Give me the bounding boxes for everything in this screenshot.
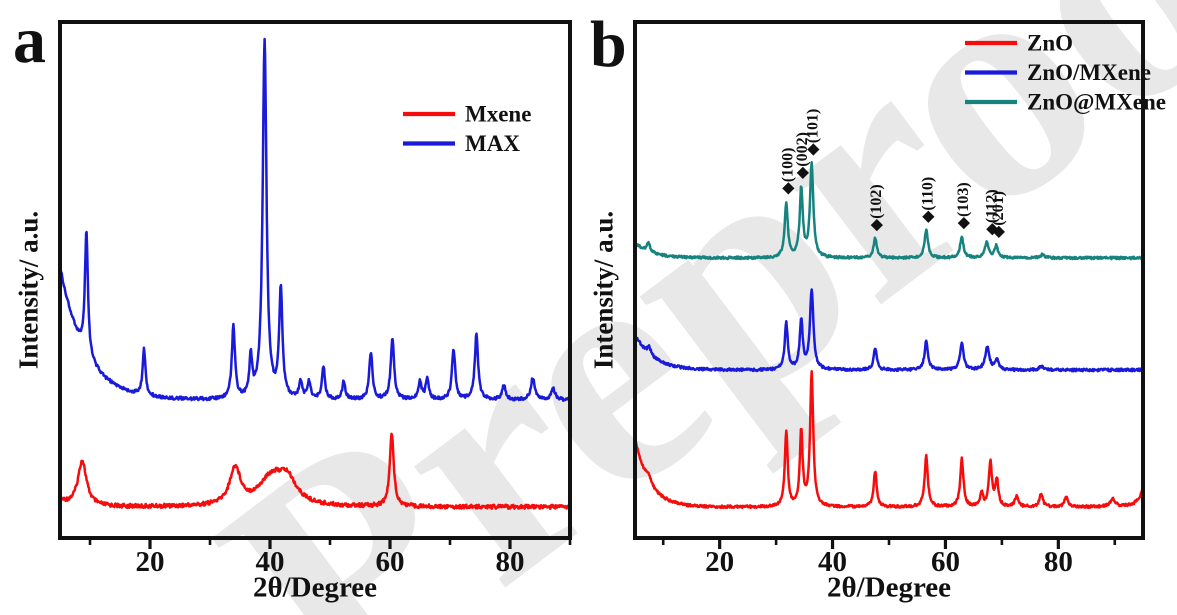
tick-label: 80 (1044, 546, 1073, 578)
peak-label-101: ◆(101) (805, 109, 822, 156)
panel-b-y-axis-title: Intensity/ a.u. (588, 210, 619, 370)
legend-label: ZnO/MXene (1027, 60, 1151, 85)
legend: Mxene MAX (403, 102, 531, 156)
curves-group (62, 37, 568, 511)
curves-group (637, 160, 1141, 510)
x-axis-ticks: 20 40 60 80 (88, 538, 572, 578)
tick-label: 60 (931, 546, 960, 578)
xrd-curve-max (62, 37, 568, 402)
tick-label: 20 (136, 546, 165, 578)
xrd-curve-zno-mxene (637, 288, 1141, 373)
xrd-curve-zno (637, 370, 1141, 510)
xrd-curve-mxene (62, 432, 568, 511)
plot-frame (58, 20, 572, 540)
legend-label: MAX (465, 131, 520, 156)
legend-label: ZnO@MXene (1027, 90, 1166, 116)
legend-label: Mxene (465, 102, 531, 127)
legend: ZnO ZnO/MXene ZnO@MXene (965, 31, 1166, 116)
peak-label-110: ◆(110) (919, 177, 936, 223)
peak-label-102: ◆(102) (868, 184, 885, 231)
panel-b-x-axis-title: 2θ/Degree (826, 571, 952, 604)
peak-label-100: ◆(100) (779, 148, 796, 195)
peak-label-112: ◆(112) (983, 189, 1000, 235)
tick-label: 80 (496, 546, 525, 578)
peak-label-201: ◆(201) (990, 191, 1007, 238)
peak-labels: ◆(100)◆(002)◆(101) ◆(102) ◆(110) ◆(103) ◆(11… (779, 109, 1007, 238)
legend-label: ZnO (1027, 31, 1073, 56)
x-axis-ticks: 20 40 60 80 (661, 538, 1117, 578)
panel-b-letter: b (590, 8, 627, 81)
tick-label: 40 (256, 546, 285, 578)
peak-label-002: ◆(002) (794, 132, 811, 179)
tick-label: 40 (818, 546, 847, 578)
peak-label-103: ◆(103) (955, 182, 972, 229)
tick-label: 20 (705, 546, 734, 578)
tick-label: 60 (376, 546, 405, 578)
panel-a-x-axis-title: 2θ/Degree (252, 571, 378, 604)
panel-a-letter: a (13, 4, 46, 77)
xrd-curve-zno-mxene (637, 160, 1141, 261)
panel-a-y-axis-title: Intensity/ a.u. (13, 210, 44, 370)
